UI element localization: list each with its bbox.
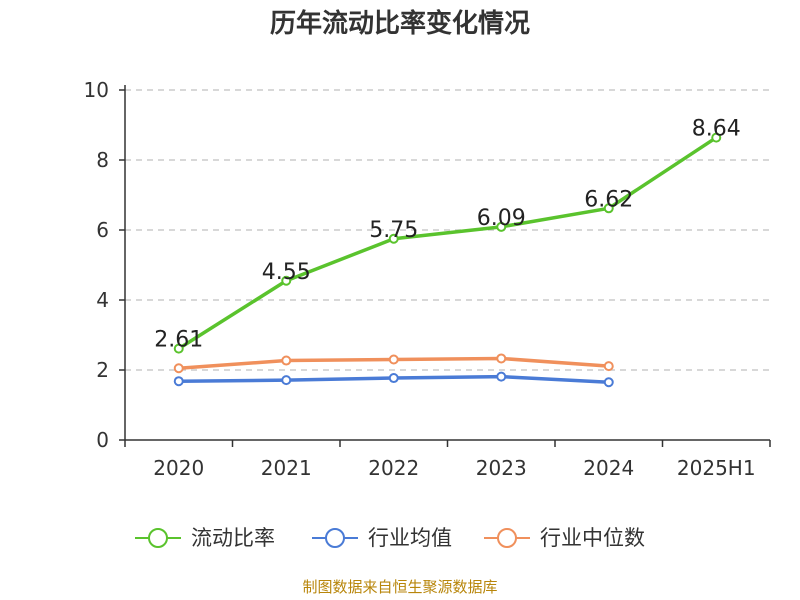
data-point <box>173 343 184 354</box>
x-tick-label: 2025H1 <box>677 456 756 480</box>
x-tick-label: 2023 <box>476 456 527 480</box>
data-label: 5.75 <box>369 218 418 243</box>
x-tick-label: 2022 <box>368 456 419 480</box>
data-label: 6.09 <box>477 206 526 231</box>
series-group: 2.61 4.55 5.75 6.09 6.62 8.64 <box>154 117 741 388</box>
data-point <box>603 377 614 388</box>
y-tick-label: 2 <box>96 358 109 382</box>
x-tick-label: 2024 <box>583 456 634 480</box>
data-point <box>603 361 614 372</box>
data-point <box>281 375 292 386</box>
data-label: 6.62 <box>584 187 633 212</box>
data-point <box>281 355 292 366</box>
data-point <box>173 376 184 387</box>
data-point <box>603 203 614 214</box>
data-label: 2.61 <box>154 328 203 353</box>
legend-marker-1 <box>325 528 345 548</box>
legend-label-2: 行业中位数 <box>540 526 645 550</box>
data-label: 4.55 <box>262 260 311 285</box>
legend-label-0: 流动比率 <box>191 526 275 550</box>
chart-title: 历年流动比率变化情况 <box>270 8 530 39</box>
source-note: 制图数据来自恒生聚源数据库 <box>302 578 497 596</box>
data-label: 8.64 <box>692 117 741 142</box>
legend-marker-2 <box>497 528 517 548</box>
data-point <box>173 363 184 374</box>
data-point <box>496 221 507 232</box>
legend-label-1: 行业均值 <box>368 526 452 550</box>
x-tick-label: 2020 <box>153 456 204 480</box>
y-tick-label: 6 <box>96 218 109 242</box>
legend: 流动比率 行业均值 行业中位数 <box>135 526 645 550</box>
legend-marker-0 <box>148 528 168 548</box>
axes: 0 2 4 6 8 10 2020 2021 2022 2023 2024 2025H1 <box>84 78 771 480</box>
data-point <box>388 233 399 244</box>
y-tick-label: 4 <box>96 288 109 312</box>
y-tick-label: 8 <box>96 148 109 172</box>
y-tick-label: 10 <box>84 78 109 102</box>
data-point <box>388 373 399 384</box>
data-point <box>281 275 292 286</box>
data-point <box>496 371 507 382</box>
x-tick-label: 2021 <box>261 456 312 480</box>
series-line-0 <box>177 136 718 351</box>
grid-lines <box>125 89 770 371</box>
y-tick-label: 0 <box>96 428 109 452</box>
data-point <box>711 132 722 143</box>
data-point <box>496 353 507 364</box>
data-point <box>388 354 399 365</box>
